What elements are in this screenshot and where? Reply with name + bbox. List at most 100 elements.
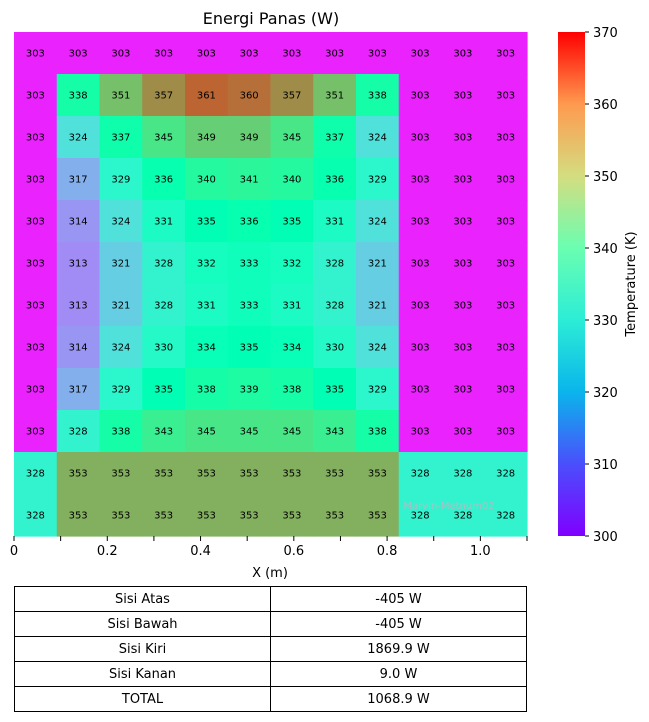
cell-value-label: 303	[325, 49, 344, 60]
heatmap-cell	[398, 494, 443, 537]
heatmap-cell	[313, 158, 357, 201]
heatmap-cell	[441, 368, 485, 411]
table-cell-label: Sisi Kanan	[14, 661, 271, 687]
heatmap-cell	[313, 410, 357, 453]
heatmap-cell	[270, 326, 314, 369]
heatmap-cell	[356, 74, 400, 117]
cell-value-label: 303	[496, 259, 515, 270]
cell-value-label: 334	[197, 343, 216, 354]
heatmap-cell	[227, 452, 272, 495]
cell-value-label: 330	[325, 343, 344, 354]
table-row: Sisi Kiri 1869.9 W	[14, 636, 527, 662]
heatmap-cell	[484, 410, 528, 453]
heatmap-cell	[142, 284, 186, 327]
table-cell-label: Sisi Bawah	[14, 611, 271, 637]
heatmap-cell	[441, 242, 485, 285]
heatmap-cell	[185, 32, 229, 75]
heatmap-cell	[185, 242, 229, 285]
cell-value-label: 353	[69, 511, 88, 522]
cell-value-label: 328	[453, 469, 472, 480]
cell-value-label: 303	[69, 49, 88, 60]
heatmap-cell	[99, 74, 143, 117]
cell-value-label: 353	[154, 469, 173, 480]
heatmap-cell	[14, 284, 58, 327]
cell-value-label: 328	[453, 511, 472, 522]
heatmap-cell	[14, 32, 58, 75]
table-cell-label: Sisi Atas	[14, 586, 271, 612]
cell-value-label: 324	[69, 133, 88, 144]
cell-value-label: 303	[496, 175, 515, 186]
heatmap-cell	[227, 200, 272, 243]
heatmap-cell	[441, 32, 485, 75]
cell-value-label: 329	[368, 385, 387, 396]
heatmap-cell	[441, 200, 485, 243]
cell-value-label: 328	[154, 301, 173, 312]
heatmap-cell	[14, 326, 58, 369]
cell-value-label: 329	[111, 175, 130, 186]
heatmap-cell	[99, 284, 143, 327]
heatmap-cell	[484, 74, 528, 117]
cell-value-label: 353	[197, 469, 216, 480]
heatmap-cell	[313, 326, 357, 369]
cell-value-label: 328	[496, 469, 515, 480]
cell-value-label: 303	[411, 385, 430, 396]
heatmap-cell	[56, 410, 101, 453]
colorbar-tick-label: 320	[593, 386, 618, 401]
cell-value-label: 313	[69, 259, 88, 270]
table-row: Sisi Atas -405 W	[14, 586, 527, 612]
cell-value-label: 336	[325, 175, 344, 186]
heatmap-cell	[398, 368, 443, 411]
heatmap-cell	[313, 494, 357, 537]
heatmap-cell	[185, 368, 229, 411]
heatmap-cell	[356, 242, 400, 285]
heatmap-cell	[227, 116, 272, 159]
heatmap-cell	[270, 32, 314, 75]
table-row: TOTAL 1068.9 W	[14, 686, 527, 712]
heatmap-cell	[56, 284, 101, 327]
colorbar-label: Temperature (K)	[624, 231, 639, 337]
heatmap-cell	[14, 452, 58, 495]
heatmap-cell	[270, 410, 314, 453]
cell-value-label: 331	[282, 301, 301, 312]
cell-value-label: 337	[111, 133, 130, 144]
cell-value-label: 360	[240, 91, 259, 102]
cell-value-label: 357	[154, 91, 173, 102]
heatmap-cell	[227, 494, 272, 537]
heatmap-cell	[14, 410, 58, 453]
colorbar-tick-label: 340	[593, 242, 618, 257]
cell-value-label: 351	[325, 91, 344, 102]
heatmap-cell	[441, 284, 485, 327]
heatmap-cell	[142, 410, 186, 453]
heatmap-cell	[484, 494, 528, 537]
cell-value-label: 345	[154, 133, 173, 144]
cell-value-label: 335	[240, 343, 259, 354]
heatmap-cell	[313, 200, 357, 243]
heatmap-cell	[441, 74, 485, 117]
cell-value-label: 303	[411, 259, 430, 270]
cell-value-label: 353	[240, 511, 259, 522]
heatmap-cell	[185, 200, 229, 243]
cell-value-label: 328	[325, 259, 344, 270]
cell-value-label: 303	[453, 259, 472, 270]
heatmap-value-labels: 303 303 303 303 303 303 303 303 303 303 303 303 303 3…	[26, 49, 515, 522]
cell-value-label: 324	[111, 343, 130, 354]
cell-value-label: 353	[325, 511, 344, 522]
heatmap-cell	[99, 116, 143, 159]
heatmap-cell	[484, 452, 528, 495]
heatmap-cell	[185, 452, 229, 495]
cell-value-label: 321	[368, 301, 387, 312]
cell-value-label: 324	[368, 133, 387, 144]
heatmap-cell	[56, 326, 101, 369]
cell-value-label: 303	[496, 385, 515, 396]
heatmap-cell	[56, 200, 101, 243]
cell-value-label: 333	[240, 259, 259, 270]
cell-value-label: 331	[325, 217, 344, 228]
x-axis-label: X (m)	[252, 566, 288, 581]
cell-value-label: 340	[282, 175, 301, 186]
cell-value-label: 303	[496, 217, 515, 228]
heatmap-cell	[185, 158, 229, 201]
heatmap-cell	[142, 368, 186, 411]
cell-value-label: 324	[368, 343, 387, 354]
heatmap-cell	[398, 242, 443, 285]
cell-value-label: 345	[282, 427, 301, 438]
